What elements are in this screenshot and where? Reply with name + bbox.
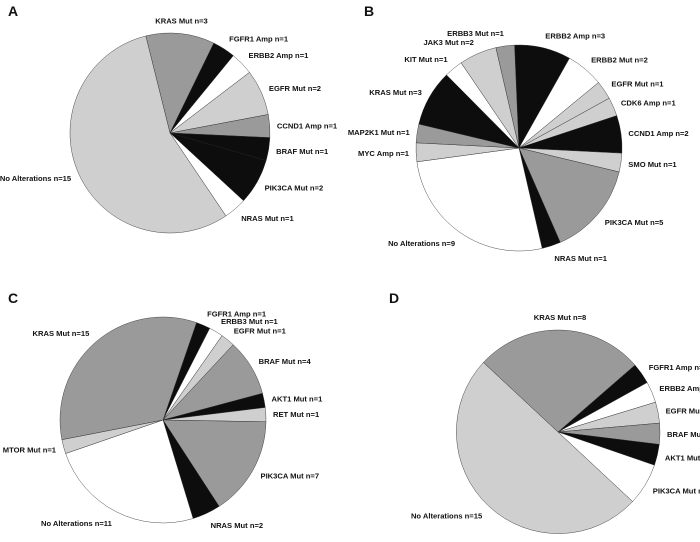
pie-c-label-0: FGFR1 Amp n=1 — [207, 309, 267, 318]
pie-b-label-7: PIK3CA Mut n=5 — [605, 218, 664, 227]
pie-c-label-10: KRAS Mut n=15 — [33, 329, 91, 338]
pie-c-label-1: ERBB3 Mut n=1 — [221, 317, 279, 326]
pie-c-label-7: NRAS Mut n=2 — [211, 521, 264, 530]
pie-b-label-9: No Alterations n=9 — [388, 239, 455, 248]
pie-d-label-6: No Alterations n=15 — [411, 512, 483, 521]
pie-c-label-4: AKT1 Mut n=1 — [272, 394, 324, 403]
pie-b-label-8: NRAS Mut n=1 — [554, 254, 607, 263]
pie-a-label-6: PIK3CA Mut n=2 — [265, 184, 324, 193]
pie-c-label-9: MTOR Mut n=1 — [3, 445, 57, 454]
pie-d-label-7: KRAS Mut n=8 — [534, 313, 587, 322]
panel-label-a: A — [8, 3, 18, 19]
pie-a-label-3: EGFR Mut n=2 — [269, 84, 321, 93]
pie-a-label-4: CCND1 Amp n=1 — [277, 121, 338, 130]
pie-a-label-5: BRAF Mut n=1 — [276, 147, 329, 156]
pie-b-slice-7 — [518, 147, 620, 243]
pie-d-label-3: BRAF Mut n=1 — [667, 430, 700, 439]
pie-b-label-4: CDK6 Amp n=1 — [621, 98, 677, 107]
pie-c-label-2: EGFR Mut n=1 — [234, 326, 287, 335]
panel-label-c: C — [8, 290, 18, 306]
pie-panel-b: ERBB3 Mut n=1 ERBB2 Amp n=3 ERBB2 Mut n=2 E… — [348, 3, 689, 263]
pie-b-label-10: MYC Amp n=1 — [358, 149, 410, 158]
pie-b-label-14: JAK3 Mut n=2 — [423, 38, 473, 47]
pie-d-label-4: AKT1 Mut n=1 — [665, 453, 700, 462]
pie-panel-d: FGFR1 Amp n=1 ERBB2 Amp n=1 EGFR Mut n=1 BR… — [389, 290, 700, 534]
panel-label-b: B — [364, 3, 374, 19]
pie-b-label-1: ERBB2 Amp n=3 — [545, 31, 605, 40]
pie-a-label-8: No Alterations n=15 — [0, 174, 72, 183]
pie-c-label-6: PIK3CA Mut n=7 — [261, 472, 320, 481]
pie-c-slice-6 — [162, 419, 267, 507]
pie-d-slice-7 — [483, 329, 636, 433]
pie-d-slice-6 — [456, 362, 633, 534]
pie-b-label-3: EGFR Mut n=1 — [611, 80, 664, 89]
pie-b-label-11: MAP2K1 Mut n=1 — [348, 128, 411, 137]
pie-panel-a: KRAS Mut n=3 FGFR1 Amp n=1 ERBB2 Amp n=1 EG… — [0, 3, 338, 234]
pie-d-label-2: EGFR Mut n=1 — [666, 407, 700, 416]
pie-a-slice-8 — [69, 35, 227, 234]
pie-a-label-2: ERBB2 Amp n=1 — [249, 51, 310, 60]
pie-b-label-12: KRAS Mut n=3 — [369, 88, 422, 97]
pie-b-label-2: ERBB2 Mut n=2 — [591, 56, 648, 65]
pie-b-slice-14 — [460, 47, 520, 149]
pie-c-label-3: BRAF Mut n=4 — [259, 357, 312, 366]
pie-a-label-0: KRAS Mut n=3 — [155, 17, 208, 26]
panel-label-d: D — [389, 290, 399, 306]
pie-b-label-5: CCND1 Amp n=2 — [628, 129, 688, 138]
pie-b-slice-9 — [416, 147, 543, 252]
pie-d-label-0: FGFR1 Amp n=1 — [649, 363, 700, 372]
pie-a-slice-0 — [145, 32, 215, 134]
pie-c-slice-8 — [65, 419, 194, 524]
pie-c-label-8: No Alterations n=11 — [41, 519, 113, 528]
pie-d-label-5: PIK3CA Mut n=2 — [653, 487, 700, 496]
pie-c-slice-10 — [59, 316, 197, 440]
pie-b-label-13: KIT Mut n=1 — [404, 55, 448, 64]
pie-d-label-1: ERBB2 Amp n=1 — [659, 384, 700, 393]
pie-a-label-7: NRAS Mut n=1 — [241, 214, 294, 223]
pie-b-label-0: ERBB3 Mut n=1 — [447, 29, 505, 38]
pie-b-label-6: SMO Mut n=1 — [628, 160, 677, 169]
pie-a-label-1: FGFR1 Amp n=1 — [229, 34, 289, 43]
pie-c-label-5: RET Mut n=1 — [273, 410, 320, 419]
